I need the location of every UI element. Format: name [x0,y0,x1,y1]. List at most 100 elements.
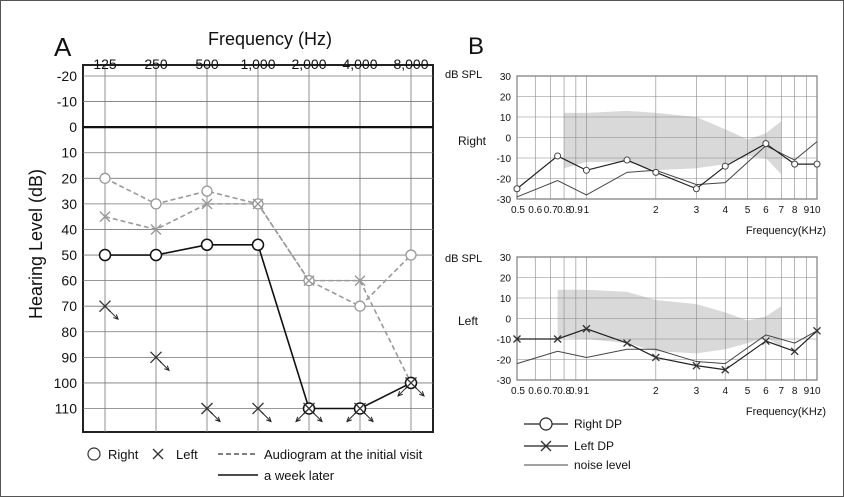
panel-b-upper-y-tick-label: 20 [500,93,512,104]
panel-b-left-dp-point [790,347,799,356]
panel-a-point-left-initial-stroke [99,211,111,223]
panel-a-no-response-arrow-left-head [419,391,425,397]
panel-b-lower-x-tick-label: 5 [745,386,751,397]
panel-b-lower-dp-line [517,328,818,371]
panel-b-left-dp-point-stroke [623,339,631,348]
panel-a-point-left-initial [99,211,111,223]
panel-a-x-tick-label: 8,000 [393,56,428,72]
panel-a-point-right-week-later [149,248,163,262]
panel-a-no-response-arrow-left-shaft [159,360,170,371]
panel-a-point-left-initial [150,223,162,235]
panel-a-y-tick-label: 0 [69,119,77,135]
panel-a-chart: 125 250 500 1,000 2,000 4,000 8,000 -20 -10 0 10 20… [54,56,434,433]
panel-a-point-left-initial [303,275,315,287]
panel-a-y-tick-label: 30 [61,196,77,212]
panel-a-point-left-week-later-stroke [354,402,366,415]
panel-b-upper-x-tick-label: 10 [809,205,821,216]
panel-b-lower-y-tick-label: -30 [497,376,512,387]
panel-b-upper-x-tick-label: 1 [584,205,590,216]
panel-b-upper-x-tick-label: 5 [745,205,751,216]
panel-a-no-response-arrow-left-head [266,416,272,423]
panel-a-point-right-week-later [98,248,112,262]
panel-a-no-response-arrow-right-head [295,416,301,423]
panel-b-left-dp-point-stroke [761,337,770,346]
panel-b-right-dp-point [582,166,590,174]
panel-a-y-tick-label: 60 [61,273,77,289]
panel-a-point-right-initial [201,185,213,197]
panel-b-left-dp-point [761,337,770,346]
panel-b-lower-noise-level-line [516,330,818,365]
panel-a-point-left-initial-stroke [252,198,264,210]
panel-a-y-tick-label: 100 [54,375,78,391]
panel-a-no-response-arrow-left [210,412,221,423]
panel-a-point-left-initial-stroke [303,275,315,287]
panel-b-upper-x-tick-label: 0.6 [528,205,542,216]
panel-b-upper-y-tick-label: 10 [500,113,512,124]
panel-b-left-dp-point-stroke [813,326,821,335]
panel-a-no-response-arrow-left [108,309,119,321]
panel-b-lower-y-tick-label: 30 [500,253,512,264]
panel-b-upper-dp-line [516,142,817,190]
panel-a-no-response-arrow-right [295,412,306,423]
panel-b-upper-y-tick-label: -10 [497,154,512,165]
panel-b-left-dp-point [651,353,660,362]
legend-noise-level-label: noise level [574,458,631,472]
panel-a-y-tick-label: 70 [61,298,77,314]
panel-a-no-response-arrow-left-shaft [363,412,374,422]
panel-a-point-left-initial [354,275,366,287]
legend-right-dp-marker [539,417,553,431]
panel-a-no-response-arrow-right [397,386,408,397]
panel-a-y-tick-label: 80 [61,324,77,340]
panel-a-no-response-arrow-left-shaft [108,309,119,320]
panel-a-point-left-week-later [99,300,111,313]
panel-a-y-tick-label: 90 [61,349,77,365]
panel-a-no-response-arrow-right-shaft [295,412,306,422]
panel-a-y-tick-label: 10 [61,145,77,161]
panel-b-lower-y-tick-label: -10 [497,335,512,346]
panel-a-no-response-arrow-right-shaft [346,412,357,422]
panel-b-right-dp-point [623,156,631,164]
panel-a-title: Frequency (Hz) [208,29,332,49]
panel-b-left-dp-point [553,335,562,343]
panel-a-y-axis-label: Hearing Level (dB) [26,169,46,319]
panel-a-point-left-initial [201,198,213,210]
panel-a-no-response-arrow-left-head [215,416,221,423]
panel-b-upper-noise-level-line [516,141,818,198]
panel-b-upper-x-tick-label: 8 [792,205,798,216]
panel-b-lower-y-tick-label: 0 [505,315,511,326]
legend-solid-label: a week later [264,468,335,483]
legend-left-label: Left [176,447,198,462]
panel-a-no-response-arrow-right [346,412,357,423]
legend-right-label: Right [108,447,139,462]
panel-a-point-left-initial-stroke [354,275,366,287]
panel-b-left-dp-point [813,326,821,335]
panel-b-upper-x-tick-label: 3 [694,205,700,216]
panel-b-lower-x-tick-label: 1 [584,386,590,397]
panel-a-point-right-initial [99,172,111,184]
panel-b-right-dp-point [513,185,521,193]
panel-a-no-response-arrow-left-shaft [210,412,221,422]
panel-a-point-left-initial [252,198,264,210]
panel-a-y-tick-label: 40 [61,221,77,237]
panel-b-upper-y-axis-label: dB SPL [445,69,482,81]
panel-b-lower-x-tick-label: 0.6 [528,386,542,397]
panel-a-point-left-week-later-stroke [150,351,162,364]
panel-b-right-dp-point [692,185,700,193]
panel-a-point-left-week-later-stroke [303,402,315,415]
panel-a-x-tick-label: 500 [195,56,219,72]
panel-a-legend: Right Left Audiogram at the initial visit a… [87,447,423,483]
panel-a-label: A [54,32,72,62]
panel-b-lower-x-tick-label: 3 [694,386,700,397]
panel-a-point-right-initial [405,249,417,261]
panel-b-lower-x-tick-label: 7 [779,386,785,397]
panel-a-point-right-week-later [200,238,214,252]
panel-a-no-response-arrow-right-head [397,391,403,397]
panel-b-left-dp-point [721,365,730,374]
panel-a-x-tick-label: 125 [93,56,117,72]
panel-a-y-tick-label: 50 [61,247,77,263]
panel-b-upper-x-tick-label: 0.9 [569,205,583,216]
panel-b-upper-x-tick-label: 6 [763,205,769,216]
legend-left-dp-marker [540,440,552,452]
panel-b-lower-x-tick-label: 0.8 [557,386,571,397]
